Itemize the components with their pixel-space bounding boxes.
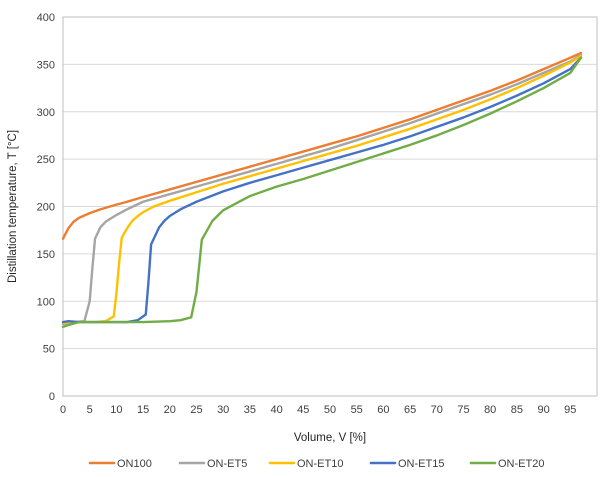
legend-item-on-et20: ON-ET20 — [469, 458, 544, 470]
legend-label: ON-ET5 — [207, 458, 247, 470]
tick-labels: 0 50 100 150 200 250 300 350 400 0 5 10 15 20 25 30 35 40… — [37, 12, 577, 416]
y-axis-title: Distillation temperature, T [°C] — [7, 130, 19, 283]
x-tick-label: 40 — [270, 404, 282, 416]
legend-label: ON-ET20 — [498, 458, 544, 470]
x-tick-label: 45 — [297, 404, 309, 416]
legend-label: ON-ET15 — [398, 458, 444, 470]
x-tick-label: 35 — [244, 404, 256, 416]
x-tick-label: 0 — [60, 404, 66, 416]
y-tick-label: 50 — [43, 344, 55, 356]
y-tick-label: 0 — [49, 391, 55, 403]
x-tick-label: 85 — [511, 404, 523, 416]
series-line-on100 — [61, 51, 583, 240]
x-tick-label: 20 — [164, 404, 176, 416]
legend-label: ON100 — [117, 458, 152, 470]
y-tick-label: 400 — [37, 12, 55, 24]
legend-item-on-et15: ON-ET15 — [369, 458, 444, 470]
gridlines — [63, 16, 597, 397]
x-tick-label: 55 — [351, 404, 363, 416]
series-line-on-et5 — [61, 53, 583, 326]
x-tick-label: 50 — [324, 404, 336, 416]
plot-border — [62, 16, 598, 397]
series-line-on-et15 — [61, 56, 583, 324]
x-tick-label: 95 — [564, 404, 576, 416]
x-tick-label: 30 — [217, 404, 229, 416]
legend: ON100 ON-ET5 ON-ET10 ON-ET15 ON-ET20 — [88, 458, 544, 470]
legend-label: ON-ET10 — [297, 458, 343, 470]
x-tick-label: 80 — [484, 404, 496, 416]
y-tick-label: 350 — [37, 59, 55, 71]
x-tick-label: 10 — [110, 404, 122, 416]
y-tick-label: 200 — [37, 202, 55, 214]
y-tick-label: 100 — [37, 296, 55, 308]
x-tick-label: 70 — [431, 404, 443, 416]
x-tick-label: 15 — [137, 404, 149, 416]
legend-item-on-et10: ON-ET10 — [268, 458, 343, 470]
y-tick-label: 150 — [37, 249, 55, 261]
series-lines — [61, 51, 583, 329]
x-tick-label: 60 — [377, 404, 389, 416]
x-tick-label: 65 — [404, 404, 416, 416]
legend-item-on100: ON100 — [88, 458, 152, 470]
x-axis-title: Volume, V [%] — [294, 432, 366, 444]
series-line-on-et20 — [61, 56, 583, 329]
y-tick-label: 250 — [37, 154, 55, 166]
x-tick-label: 90 — [537, 404, 549, 416]
x-tick-label: 75 — [457, 404, 469, 416]
x-tick-label: 5 — [87, 404, 93, 416]
series-line-on-et10 — [61, 54, 583, 325]
x-tick-label: 25 — [190, 404, 202, 416]
legend-item-on-et5: ON-ET5 — [178, 458, 247, 470]
axes — [62, 16, 598, 397]
y-tick-label: 300 — [37, 107, 55, 119]
